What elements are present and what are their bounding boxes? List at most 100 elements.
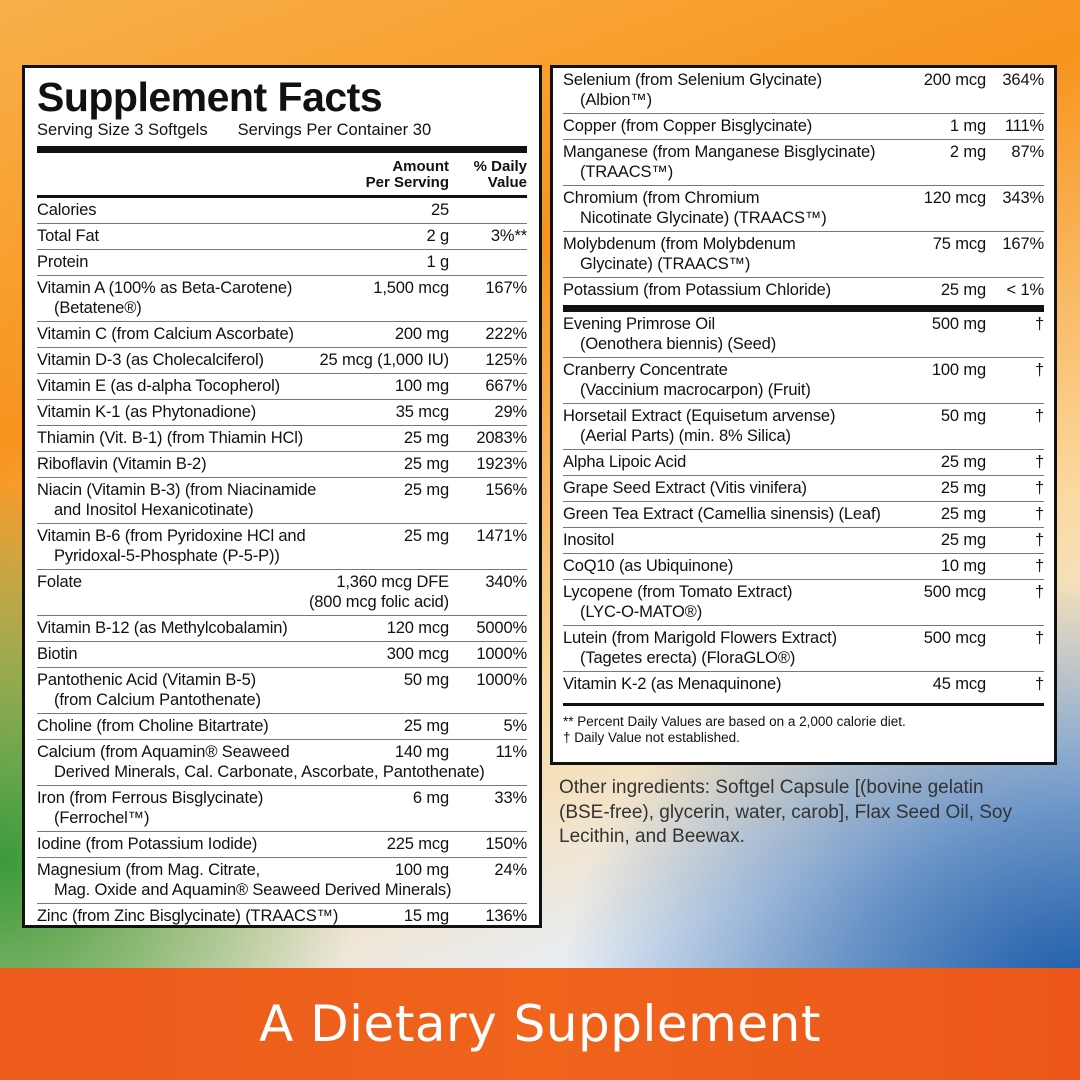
- name-line: Evening Primrose Oil: [563, 315, 715, 333]
- nutrient-row: Vitamin C (from Calcium Ascorbate) 200 mg…: [37, 321, 527, 347]
- amount-line: 75 mcg: [932, 235, 986, 253]
- amount: 100 mg: [395, 376, 449, 396]
- header-line: Amount: [392, 158, 449, 175]
- name-line: Grape Seed Extract (Vitis vinifera): [563, 479, 807, 497]
- amount-line: 25 mcg (1,000 IU): [319, 351, 449, 369]
- amount: 140 mg: [395, 742, 449, 782]
- amount-line: 200 mcg: [923, 71, 986, 89]
- name-line: Molybdenum (from Molybdenum: [563, 235, 796, 253]
- amount: 25 mg: [404, 428, 449, 448]
- nutrient-row: Chromium (from Chromium Nicotinate Glycin…: [563, 185, 1044, 231]
- daily-value: 111%: [1004, 117, 1044, 135]
- nutrient-name: Magnesium (from Mag. Citrate, Mag. Oxide …: [37, 860, 451, 900]
- amount: 500 mcg: [924, 628, 986, 668]
- dv-header: % Daily Value: [449, 159, 527, 191]
- nutrient-row: Grape Seed Extract (Vitis vinifera) 25 mg…: [563, 475, 1044, 501]
- name-line: Calcium (from Aquamin® Seaweed: [37, 743, 290, 761]
- name-line: Total Fat: [37, 227, 99, 245]
- amount: 100 mg: [395, 860, 449, 900]
- name-line: (TRAACS™): [580, 163, 674, 181]
- nutrient-name: Vitamin B-6 (from Pyridoxine HCl and Pyri…: [37, 526, 404, 566]
- title: Supplement Facts: [37, 74, 383, 120]
- daily-value: 364%: [1002, 71, 1044, 89]
- name-line: Cranberry Concentrate: [563, 361, 728, 379]
- nutrient-row: Choline (from Choline Bitartrate) 25 mg 5%: [37, 713, 527, 739]
- name-line: Magnesium (from Mag. Citrate,: [37, 861, 261, 879]
- daily-value: 1923%: [476, 455, 527, 473]
- name-line: Glycinate) (TRAACS™): [580, 255, 751, 273]
- name-line: Selenium (from Selenium Glycinate): [563, 71, 822, 89]
- name-line: Lutein (from Marigold Flowers Extract): [563, 629, 837, 647]
- name-line: Vitamin B-6 (from Pyridoxine HCl and: [37, 527, 306, 545]
- nutrient-row: Niacin (Vitamin B-3) (from Niacinamide an…: [37, 477, 527, 523]
- footnote: ** Percent Daily Values are based on a 2…: [563, 714, 906, 729]
- amount: 25 mg: [404, 454, 449, 474]
- nutrient-row: Vitamin B-12 (as Methylcobalamin) 120 mcg…: [37, 615, 527, 641]
- amount: 35 mcg: [396, 402, 449, 422]
- nutrient-name: Calcium (from Aquamin® Seaweed Derived Mi…: [37, 742, 485, 782]
- name-line: Alpha Lipoic Acid: [563, 453, 687, 471]
- name-line: Calories: [37, 201, 97, 219]
- nutrient-row: Calories 25: [37, 198, 527, 223]
- nutrient-name: Inositol: [563, 530, 941, 550]
- name-line: Manganese (from Manganese Bisglycinate): [563, 143, 876, 161]
- nutrient-name: CoQ10 (as Ubiquinone): [563, 556, 941, 576]
- nutrient-name: Cranberry Concentrate (Vaccinium macrocar…: [563, 360, 932, 400]
- amount: 25: [431, 200, 449, 220]
- amount: 100 mg: [932, 360, 986, 400]
- nutrient-row: Vitamin E (as d-alpha Tocopherol) 100 mg 6…: [37, 373, 527, 399]
- name-line: Copper (from Copper Bisglycinate): [563, 117, 813, 135]
- nutrient-row: Vitamin D-3 (as Cholecalciferol) 25 mcg (…: [37, 347, 527, 373]
- name-line: Derived Minerals, Cal. Carbonate, Ascorb…: [54, 763, 485, 781]
- amount: 2 g: [427, 226, 450, 246]
- nutrient-name: Vitamin A (100% as Beta-Carotene) (Betate…: [37, 278, 373, 318]
- name-line: Thiamin (Vit. B-1) (from Thiamin HCl): [37, 429, 304, 447]
- name-line: (LYC-O-MATO®): [580, 603, 703, 621]
- amount-line: 500 mcg: [923, 583, 986, 601]
- nutrient-row: Lycopene (from Tomato Extract) (LYC-O-MAT…: [563, 579, 1044, 625]
- amount-line: 50 mg: [940, 407, 986, 425]
- daily-value: 33%: [494, 789, 527, 807]
- daily-value: 11%: [495, 743, 528, 761]
- daily-value: †: [1034, 583, 1044, 601]
- name-line: Potassium (from Potassium Chloride): [563, 281, 831, 299]
- name-line: Niacin (Vitamin B-3) (from Niacinamide: [37, 481, 317, 499]
- name-line: Vitamin D-3 (as Cholecalciferol): [37, 351, 264, 369]
- amount-line: 25 mg: [403, 717, 449, 735]
- nutrient-name: Green Tea Extract (Camellia sinensis) (L…: [563, 504, 941, 524]
- nutrient-row: Vitamin K-2 (as Menaquinone) 45 mcg †: [563, 671, 1044, 697]
- amount: 50 mg: [941, 406, 986, 446]
- name-line: Pantothenic Acid (Vitamin B-5): [37, 671, 256, 689]
- nutrient-name: Pantothenic Acid (Vitamin B-5) (from Calc…: [37, 670, 404, 710]
- nutrient-name: Vitamin B-12 (as Methylcobalamin): [37, 618, 387, 638]
- nutrient-name: Riboflavin (Vitamin B-2): [37, 454, 404, 474]
- daily-value: †: [1034, 361, 1044, 379]
- other-ingredients: Other ingredients: Softgel Capsule [(bov…: [559, 777, 1013, 847]
- nutrient-row: Potassium (from Potassium Chloride) 25 mg…: [563, 277, 1044, 303]
- amount: 500 mcg: [924, 582, 986, 622]
- amount-line: 300 mcg: [386, 645, 449, 663]
- amount: 6 mg: [413, 788, 449, 828]
- amount-line: (800 mcg folic acid): [308, 593, 449, 611]
- serving-size: Serving Size 3 Softgels: [37, 121, 208, 139]
- nutrient-row: Cranberry Concentrate (Vaccinium macrocar…: [563, 357, 1044, 403]
- nutrient-name: Total Fat: [37, 226, 427, 246]
- nutrient-name: Molybdenum (from Molybdenum Glycinate) (T…: [563, 234, 933, 274]
- name-line: Vitamin K-2 (as Menaquinone): [563, 675, 782, 693]
- amount: 25 mg: [941, 504, 986, 524]
- nutrient-row: Manganese (from Manganese Bisglycinate) (…: [563, 139, 1044, 185]
- amount: 1 g: [427, 252, 450, 272]
- nutrient-row: Evening Primrose Oil (Oenothera biennis) …: [563, 312, 1044, 357]
- amount-line: 1 mg: [949, 117, 986, 135]
- mineral-rows: Selenium (from Selenium Glycinate) (Albio…: [563, 68, 1044, 303]
- amount: 225 mcg: [387, 834, 449, 854]
- amount-line: 45 mcg: [932, 675, 986, 693]
- nutrient-name: Grape Seed Extract (Vitis vinifera): [563, 478, 941, 498]
- daily-value: 24%: [494, 861, 527, 879]
- daily-value: 343%: [1002, 189, 1044, 207]
- name-line: (Tagetes erecta) (FloraGLO®): [580, 649, 796, 667]
- nutrient-row: Riboflavin (Vitamin B-2) 25 mg 1923%: [37, 451, 527, 477]
- daily-value: 167%: [485, 279, 527, 297]
- amount: 120 mcg: [924, 188, 986, 228]
- name-line: (Betatene®): [54, 299, 142, 317]
